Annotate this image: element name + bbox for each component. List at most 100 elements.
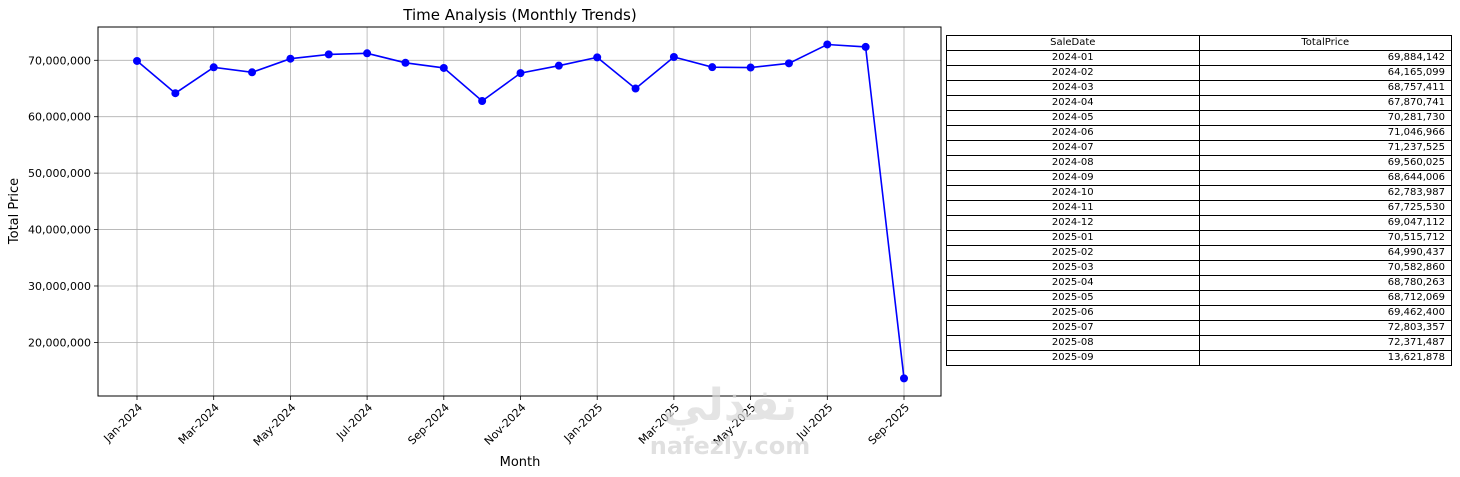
- cell-saledate: 2024-09: [946, 170, 1200, 186]
- y-tick-label: 50,000,000: [28, 167, 91, 180]
- cell-saledate: 2024-03: [946, 80, 1200, 96]
- x-tick-label: Jan-2025: [561, 401, 605, 445]
- table-row: 2025-02 64,990,437: [946, 245, 1452, 261]
- data-point: [900, 374, 908, 383]
- table-header-row: SaleDate TotalPrice: [946, 35, 1452, 51]
- cell-totalprice: 13,621,878: [1198, 350, 1452, 366]
- data-point: [708, 63, 717, 72]
- table-row: 2024-05 70,281,730: [946, 110, 1452, 126]
- data-point: [746, 63, 755, 72]
- plot-frame: [97, 26, 942, 397]
- data-point: [861, 42, 870, 51]
- cell-saledate: 2024-01: [946, 50, 1200, 66]
- cell-totalprice: 70,281,730: [1198, 110, 1452, 126]
- table-row: 2025-07 72,803,357: [946, 320, 1452, 336]
- cell-saledate: 2024-11: [946, 200, 1200, 216]
- cell-saledate: 2024-08: [946, 155, 1200, 171]
- table-row: 2024-03 68,757,411: [946, 80, 1452, 96]
- table-row: 2025-06 69,462,400: [946, 305, 1452, 321]
- cell-saledate: 2025-08: [946, 335, 1200, 351]
- cell-saledate: 2025-06: [946, 305, 1200, 321]
- table-row: 2024-12 69,047,112: [946, 215, 1452, 231]
- cell-saledate: 2025-01: [946, 230, 1200, 246]
- cell-saledate: 2024-10: [946, 185, 1200, 201]
- cell-saledate: 2024-04: [946, 95, 1200, 111]
- x-tick-label: Sep-2025: [866, 401, 912, 447]
- cell-totalprice: 68,757,411: [1198, 80, 1452, 96]
- x-tick-label: May-2025: [711, 401, 759, 449]
- chart-title: Time Analysis (Monthly Trends): [402, 6, 636, 24]
- cell-saledate: 2025-09: [946, 350, 1200, 366]
- cell-saledate: 2025-03: [946, 260, 1200, 276]
- cell-totalprice: 69,884,142: [1198, 50, 1452, 66]
- data-point: [248, 68, 257, 77]
- table-row: 2025-08 72,371,487: [946, 335, 1452, 351]
- cell-saledate: 2024-07: [946, 140, 1200, 156]
- cell-totalprice: 70,582,860: [1198, 260, 1452, 276]
- x-tick-label: Jan-2024: [101, 401, 145, 445]
- table-row: 2025-09 13,621,878: [946, 350, 1452, 366]
- x-axis-ticks: Jan-2024 Mar-2024 May-2024 Jul-2024 Sep-2024…: [101, 396, 912, 449]
- data-point: [784, 59, 793, 68]
- cell-totalprice: 70,515,712: [1198, 230, 1452, 246]
- cell-totalprice: 69,462,400: [1198, 305, 1452, 321]
- cell-totalprice: 68,712,069: [1198, 290, 1452, 306]
- y-axis-ticks: 20,000,000 30,000,000 40,000,000 50,000,000…: [28, 54, 98, 349]
- cell-totalprice: 69,047,112: [1198, 215, 1452, 231]
- cell-totalprice: 67,870,741: [1198, 95, 1452, 111]
- table-row: 2025-04 68,780,263: [946, 275, 1452, 291]
- data-point: [631, 84, 640, 93]
- table-row: 2024-01 69,884,142: [946, 50, 1452, 66]
- cell-totalprice: 71,237,525: [1198, 140, 1452, 156]
- cell-totalprice: 64,165,099: [1198, 65, 1452, 81]
- data-point: [286, 54, 295, 63]
- cell-totalprice: 68,644,006: [1198, 170, 1452, 186]
- table-row: 2024-08 69,560,025: [946, 155, 1452, 171]
- cell-saledate: 2025-07: [946, 320, 1200, 336]
- x-tick-label: Jul-2025: [794, 401, 836, 443]
- data-point: [401, 58, 410, 67]
- column-header-totalprice: TotalPrice: [1198, 35, 1452, 51]
- table-row: 2024-02 64,165,099: [946, 65, 1452, 81]
- data-point: [209, 63, 218, 72]
- data-point: [133, 56, 141, 65]
- cell-saledate: 2024-05: [946, 110, 1200, 126]
- cell-saledate: 2025-05: [946, 290, 1200, 306]
- y-axis-label: Total Price: [7, 178, 22, 245]
- y-tick-label: 30,000,000: [28, 280, 91, 293]
- x-tick-label: Jul-2024: [333, 401, 375, 443]
- table-row: 2024-11 67,725,530: [946, 200, 1452, 216]
- table-row: 2025-01 70,515,712: [946, 230, 1452, 246]
- cell-totalprice: 72,371,487: [1198, 335, 1452, 351]
- data-point: [324, 50, 333, 59]
- data-point: [554, 61, 563, 70]
- cell-totalprice: 64,990,437: [1198, 245, 1452, 261]
- y-tick-label: 70,000,000: [28, 54, 91, 67]
- y-tick-label: 20,000,000: [28, 336, 91, 349]
- data-point: [478, 97, 487, 106]
- grid-lines: [98, 27, 941, 396]
- data-point: [593, 53, 602, 62]
- line-chart: Time Analysis (Monthly Trends) 20,000,00…: [7, 6, 942, 470]
- table-row: 2025-05 68,712,069: [946, 290, 1452, 306]
- data-markers: [133, 40, 908, 383]
- cell-saledate: 2024-12: [946, 215, 1200, 231]
- x-tick-label: Mar-2025: [636, 401, 682, 447]
- x-tick-label: Nov-2024: [482, 401, 529, 448]
- table-body: 2024-01 69,884,142 2024-02 64,165,099 2024-0…: [946, 50, 1452, 366]
- y-tick-label: 60,000,000: [28, 111, 91, 124]
- data-point: [363, 49, 372, 58]
- cell-totalprice: 68,780,263: [1198, 275, 1452, 291]
- x-tick-label: May-2024: [251, 401, 299, 449]
- column-header-saledate: SaleDate: [946, 35, 1200, 51]
- cell-totalprice: 72,803,357: [1198, 320, 1452, 336]
- data-point: [171, 89, 180, 98]
- cell-saledate: 2025-02: [946, 245, 1200, 261]
- cell-saledate: 2024-02: [946, 65, 1200, 81]
- table-row: 2024-04 67,870,741: [946, 95, 1452, 111]
- x-tick-label: Sep-2024: [405, 401, 451, 447]
- data-point: [439, 63, 448, 72]
- data-point: [669, 53, 678, 62]
- data-point: [516, 69, 525, 78]
- table-row: 2024-06 71,046,966: [946, 125, 1452, 141]
